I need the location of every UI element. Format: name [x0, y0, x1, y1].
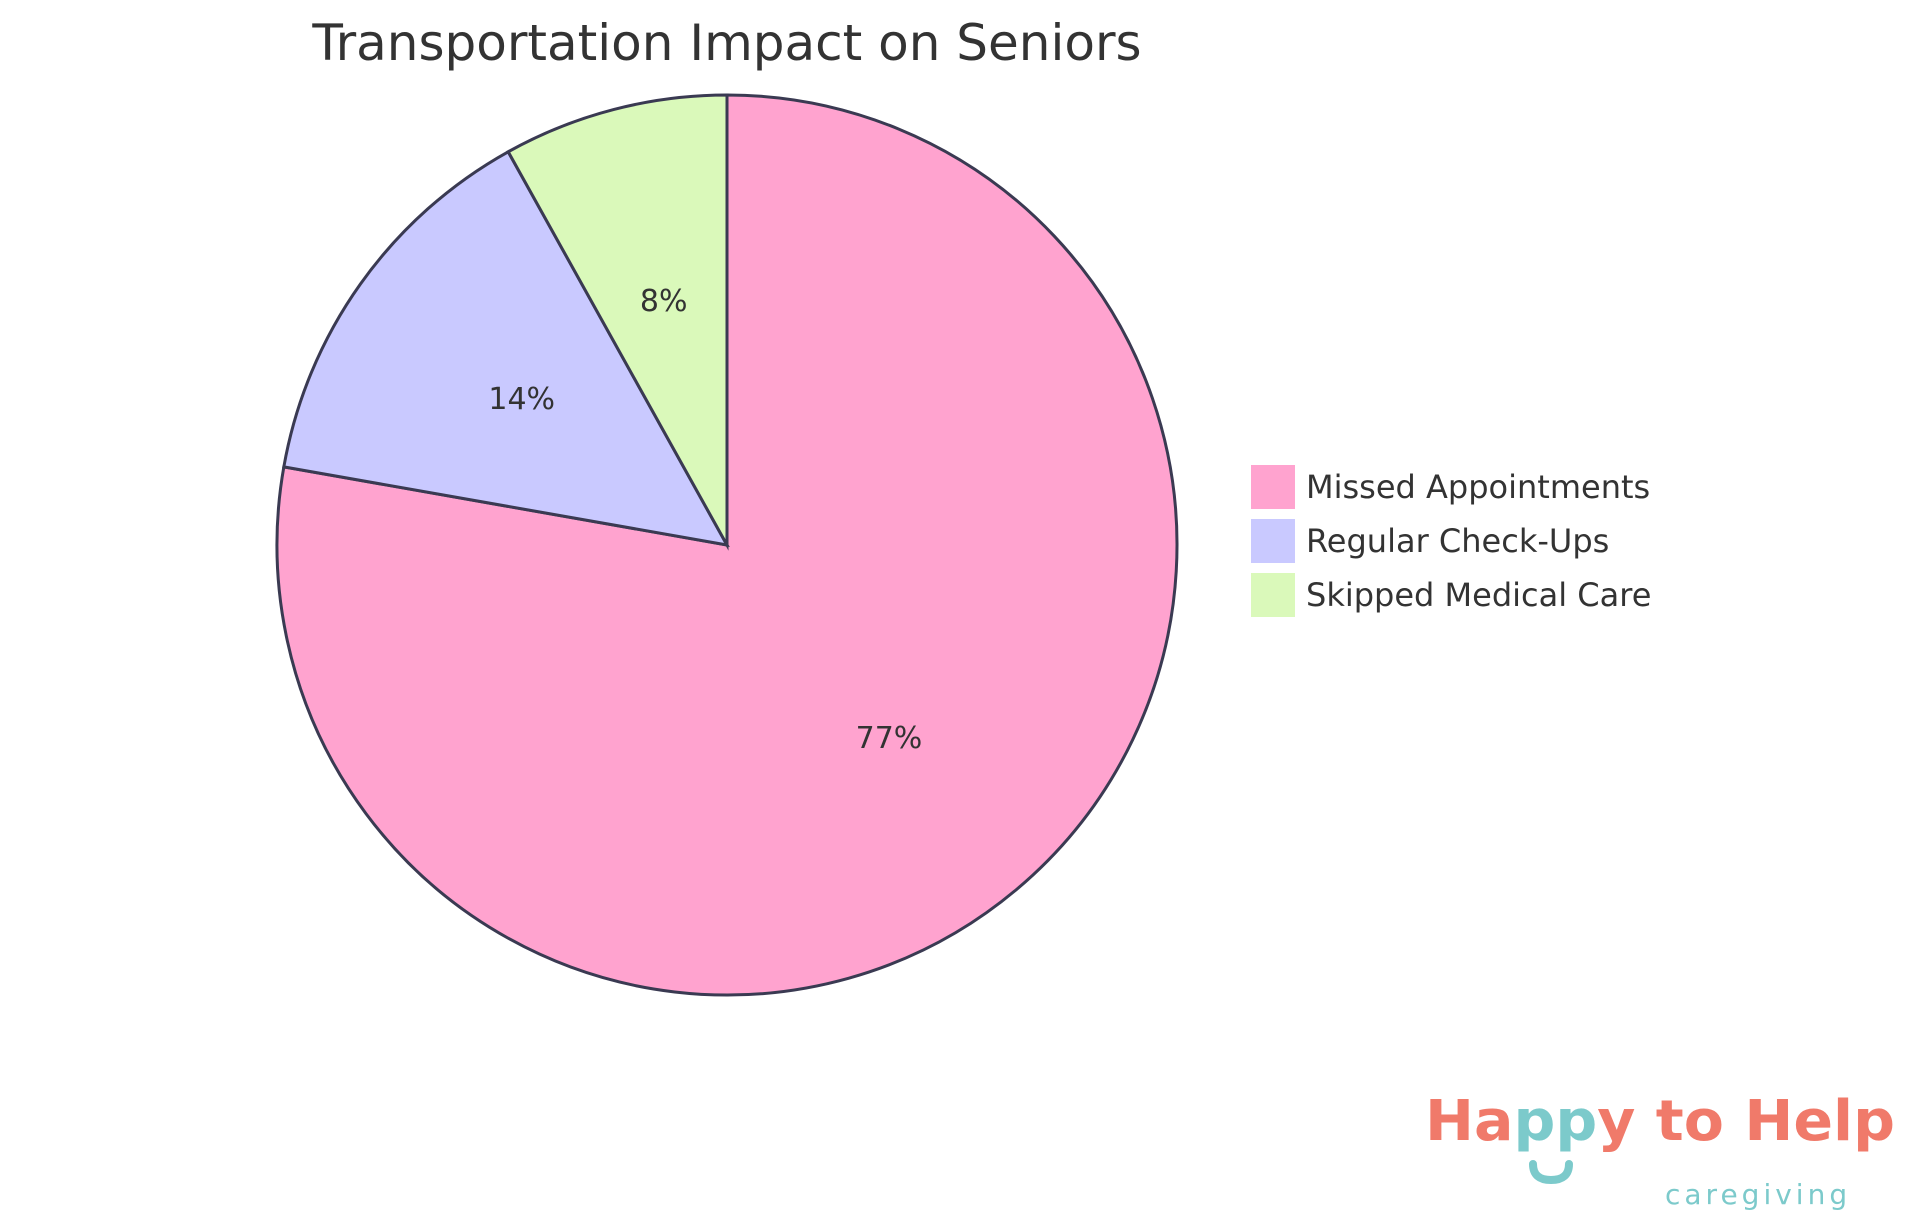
slice-percent-label: 8%	[640, 284, 688, 319]
legend-label: Regular Check-Ups	[1306, 522, 1609, 560]
logo-sub-text: caregiving	[1665, 1178, 1851, 1211]
logo-smile-icon	[1529, 1160, 1573, 1185]
pie-slice-skipped-medical-care	[506, 93, 729, 551]
legend-label: Missed Appointments	[1306, 468, 1650, 506]
legend-swatch	[1251, 465, 1295, 509]
chart-title: Transportation Impact on Seniors	[311, 14, 1141, 72]
legend-swatch	[1251, 573, 1295, 617]
slice-percent-label: 77%	[856, 721, 923, 756]
pie-slice-regular-check-ups	[282, 149, 730, 548]
logo-main-text: Happy to Help	[1425, 1090, 1895, 1154]
happy-to-help-logo: Happy to Help caregiving	[1425, 1090, 1895, 1211]
slice-percent-label: 14%	[488, 382, 555, 417]
legend-label: Skipped Medical Care	[1306, 576, 1651, 614]
legend-swatch	[1251, 519, 1295, 563]
